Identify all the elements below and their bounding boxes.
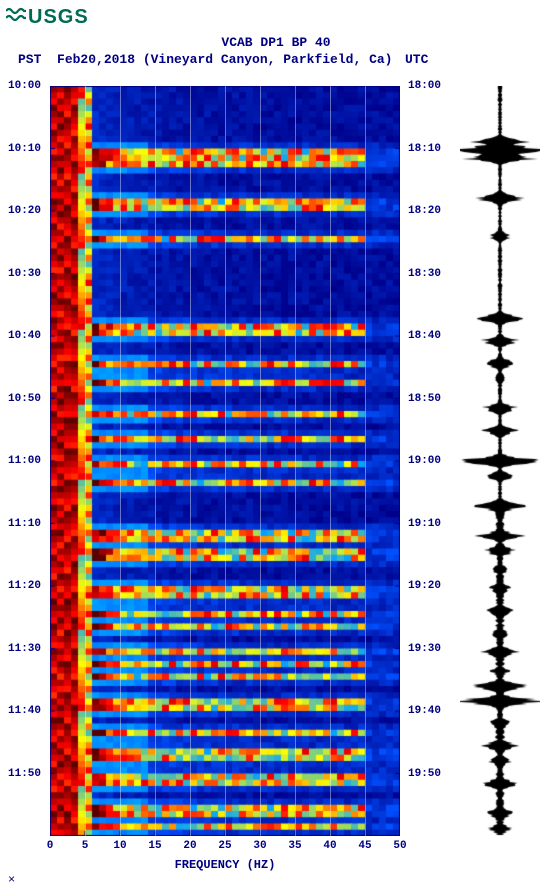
usgs-logo: USGS — [6, 6, 89, 29]
y-right-tick: 18:50 — [408, 393, 441, 405]
logo-text: USGS — [28, 6, 89, 28]
x-tick: 5 — [82, 840, 89, 852]
chart-subtitle: PST Feb20,2018 (Vineyard Canyon, Parkfie… — [18, 52, 392, 67]
y-right-tick: 18:20 — [408, 205, 441, 217]
waveform-plot — [460, 86, 540, 836]
y-left-tick: 11:40 — [8, 705, 41, 717]
utc-label: UTC — [405, 52, 428, 67]
x-tick: 10 — [113, 840, 126, 852]
x-tick: 15 — [148, 840, 161, 852]
y-left-tick: 11:20 — [8, 580, 41, 592]
y-right-tick: 19:30 — [408, 643, 441, 655]
x-tick: 0 — [47, 840, 54, 852]
gridline — [400, 86, 401, 836]
y-left-tick: 11:00 — [8, 455, 41, 467]
gridline — [260, 86, 261, 836]
waveform-canvas — [460, 86, 540, 836]
gridline — [365, 86, 366, 836]
gridline — [155, 86, 156, 836]
x-tick: 40 — [323, 840, 336, 852]
y-left-tick: 10:40 — [8, 330, 41, 342]
y-right-tick: 19:20 — [408, 580, 441, 592]
y-right-tick: 19:00 — [408, 455, 441, 467]
gridline — [295, 86, 296, 836]
y-left-tick: 10:00 — [8, 80, 41, 92]
gridline — [120, 86, 121, 836]
y-right-tick: 18:10 — [408, 143, 441, 155]
date-location: Feb20,2018 (Vineyard Canyon, Parkfield, … — [57, 52, 392, 67]
y-right-tick: 19:40 — [408, 705, 441, 717]
y-right-tick: 18:30 — [408, 268, 441, 280]
gridline — [85, 86, 86, 836]
y-left-tick: 10:10 — [8, 143, 41, 155]
y-left-tick: 11:30 — [8, 643, 41, 655]
chart-title: VCAB DP1 BP 40 — [0, 35, 552, 50]
y-right-tick: 19:10 — [408, 518, 441, 530]
y-left-tick: 10:20 — [8, 205, 41, 217]
x-tick: 20 — [183, 840, 196, 852]
y-left-tick: 10:50 — [8, 393, 41, 405]
y-right-tick: 19:50 — [408, 768, 441, 780]
gridline — [330, 86, 331, 836]
gridline — [225, 86, 226, 836]
y-left-tick: 10:30 — [8, 268, 41, 280]
x-tick: 50 — [393, 840, 406, 852]
x-tick: 25 — [218, 840, 231, 852]
logo-wave-icon — [6, 6, 26, 29]
pst-label: PST — [18, 52, 41, 67]
gridline — [190, 86, 191, 836]
y-right-tick: 18:40 — [408, 330, 441, 342]
y-left-tick: 11:10 — [8, 518, 41, 530]
y-left-tick: 11:50 — [8, 768, 41, 780]
y-right-tick: 18:00 — [408, 80, 441, 92]
x-tick: 35 — [288, 840, 301, 852]
spectrogram-plot — [50, 86, 400, 836]
x-tick: 30 — [253, 840, 266, 852]
bottom-symbol: × — [8, 873, 15, 887]
x-tick: 45 — [358, 840, 371, 852]
x-axis-label: FREQUENCY (HZ) — [50, 858, 400, 872]
